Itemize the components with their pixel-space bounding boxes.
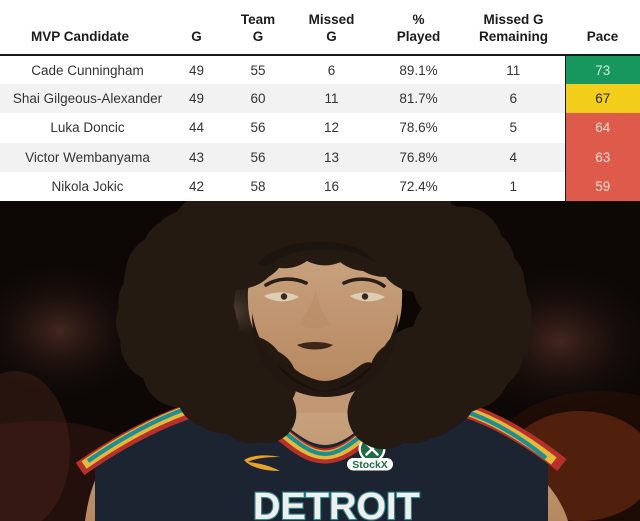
- svg-text:StockX: StockX: [352, 459, 388, 471]
- svg-text:DETROIT: DETROIT: [253, 486, 420, 521]
